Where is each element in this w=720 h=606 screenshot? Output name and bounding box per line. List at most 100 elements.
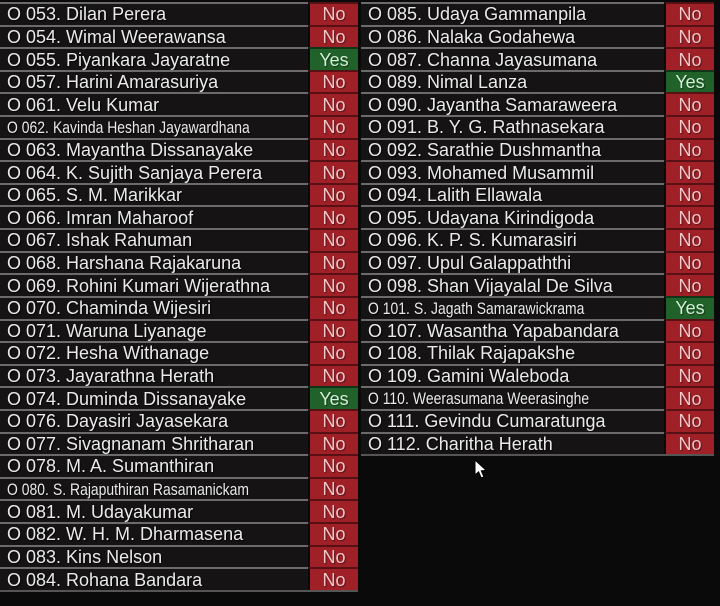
vote-badge: No [308, 363, 358, 387]
member-name-cell: O 098. Shan Vijayalal De Silva [361, 273, 664, 296]
member-number: O 083. [7, 546, 62, 567]
table-row: O 092. Sarathie Dushmantha No [361, 137, 714, 161]
vote-label: No [678, 253, 702, 273]
member-line: O 062. Kavinda Heshan Jayawardhana [7, 119, 250, 136]
vote-label: No [322, 366, 346, 387]
vote-badge: No [308, 24, 358, 48]
member-number: O 095. [368, 207, 423, 228]
member-name-cell: O 061. Velu Kumar [0, 92, 308, 116]
member-number: O 086. [368, 26, 423, 47]
vote-badge: Yes [308, 386, 358, 409]
member-name: Kins Nelson [66, 546, 163, 567]
vote-label: No [678, 433, 702, 454]
table-row: O 081. M. Udayakumar No [0, 499, 358, 523]
member-number: O 111. [368, 411, 420, 432]
vote-badge: No [308, 137, 358, 161]
member-number: O 062. [7, 117, 49, 137]
member-name: Udaya Gammanpila [427, 4, 587, 25]
member-number: O 094. [368, 185, 423, 206]
member-name: Nimal Lanza [427, 72, 528, 93]
vote-badge: No [664, 205, 714, 229]
member-line: O 055. Piyankara Jayaratne [7, 51, 230, 69]
member-name: S. Jagath Samarawickrama [413, 298, 585, 318]
member-line: O 082. W. H. M. Dharmasena [7, 525, 243, 543]
vote-badge: No [308, 160, 358, 183]
vote-badge: No [664, 160, 714, 183]
member-line: O 092. Sarathie Dushmantha [368, 141, 601, 159]
table-row: O 089. Nimal Lanza Yes [361, 69, 714, 93]
vote-badge: No [308, 228, 358, 251]
table-row: O 067. Ishak Rahuman No [0, 228, 358, 251]
member-number: O 071. [7, 320, 62, 341]
member-name-cell: O 073. Jayarathna Herath [0, 363, 308, 387]
member-number: O 080. [7, 479, 49, 499]
vote-label: No [678, 320, 702, 341]
table-row: O 087. Channa Jayasumana No [361, 47, 714, 70]
vote-label: No [322, 185, 346, 206]
table-row: O 101. S. Jagath Samarawickrama Yes [361, 295, 714, 319]
vote-badge: No [664, 363, 714, 387]
vote-badge: No [308, 92, 358, 116]
member-name-cell: O 064. K. Sujith Sanjaya Perera [0, 160, 308, 183]
member-line: O 077. Sivagnanam Shritharan [7, 435, 254, 453]
table-row: O 098. Shan Vijayalal De Silva No [361, 273, 714, 296]
vote-badge: No [664, 92, 714, 116]
member-number: O 073. [7, 366, 62, 387]
member-name: Charitha Herath [425, 433, 553, 454]
vote-label: No [678, 162, 702, 183]
vote-label: No [322, 320, 346, 341]
member-name-cell: O 087. Channa Jayasumana [361, 47, 664, 70]
member-line: O 098. Shan Vijayalal De Silva [368, 277, 613, 295]
member-number: O 055. [7, 49, 62, 70]
member-line: O 080. S. Rajaputhiran Rasamanickam [7, 481, 249, 498]
member-name: Dayasiri Jayasekara [66, 411, 229, 432]
member-line: O 072. Hesha Withanage [7, 344, 209, 362]
member-line: O 069. Rohini Kumari Wijerathna [7, 277, 270, 295]
member-name-cell: O 110. Weerasumana Weerasinghe [361, 386, 664, 409]
member-name: Dilan Perera [66, 4, 167, 25]
member-line: O 109. Gamini Waleboda [368, 367, 569, 385]
member-name: S. Rajaputhiran Rasamanickam [52, 479, 249, 499]
member-name-cell: O 094. Lalith Ellawala [361, 182, 664, 206]
member-line: O 068. Harshana Rajakaruna [7, 254, 241, 272]
member-name-cell: O 069. Rohini Kumari Wijerathna [0, 273, 308, 296]
vote-badge: No [308, 431, 358, 455]
member-line: O 095. Udayana Kirindigoda [368, 209, 594, 227]
vote-badge: No [664, 137, 714, 161]
member-number: O 070. [7, 298, 62, 319]
member-name-cell: O 109. Gamini Waleboda [361, 363, 664, 387]
member-name-cell: O 091. B. Y. G. Rathnasekara [361, 115, 664, 138]
vote-label: No [322, 94, 346, 115]
vote-label: No [322, 298, 346, 319]
member-line: O 089. Nimal Lanza [368, 73, 527, 91]
table-row: O 084. Rohana Bandara No [0, 567, 358, 590]
member-line: O 084. Rohana Bandara [7, 571, 202, 589]
member-name: Rohana Bandara [66, 569, 203, 590]
member-number: O 069. [7, 275, 62, 296]
member-name-cell: O 074. Duminda Dissanayake [0, 386, 308, 409]
member-number: O 108. [368, 343, 423, 364]
vote-badge: No [308, 250, 358, 274]
member-name: Velu Kumar [66, 94, 160, 115]
member-name: Hesha Withanage [66, 343, 210, 364]
member-name: Wasantha Yapabandara [427, 320, 619, 341]
vote-label: No [678, 94, 702, 115]
member-name: Nalaka Godahewa [427, 26, 576, 47]
member-name-cell: O 086. Nalaka Godahewa [361, 24, 664, 48]
vote-column-left: O 053. Dilan Perera No O 054. Wimal Weeraw… [0, 2, 358, 592]
vote-badge: No [308, 544, 358, 568]
member-number: O 096. [368, 230, 423, 251]
table-row: O 069. Rohini Kumari Wijerathna No [0, 273, 358, 296]
member-line: O 078. M. A. Sumanthiran [7, 457, 214, 475]
vote-label: No [322, 230, 346, 251]
member-line: O 093. Mohamed Musammil [368, 164, 594, 182]
member-name-cell: O 053. Dilan Perera [0, 2, 308, 25]
member-number: O 053. [7, 4, 62, 25]
member-number: O 109. [368, 366, 423, 387]
member-line: O 111. Gevindu Cumaratunga [368, 412, 605, 430]
vote-badge: No [308, 499, 358, 523]
member-line: O 096. K. P. S. Kumarasiri [368, 231, 577, 249]
vote-label: No [678, 275, 702, 296]
member-number: O 089. [368, 72, 423, 93]
